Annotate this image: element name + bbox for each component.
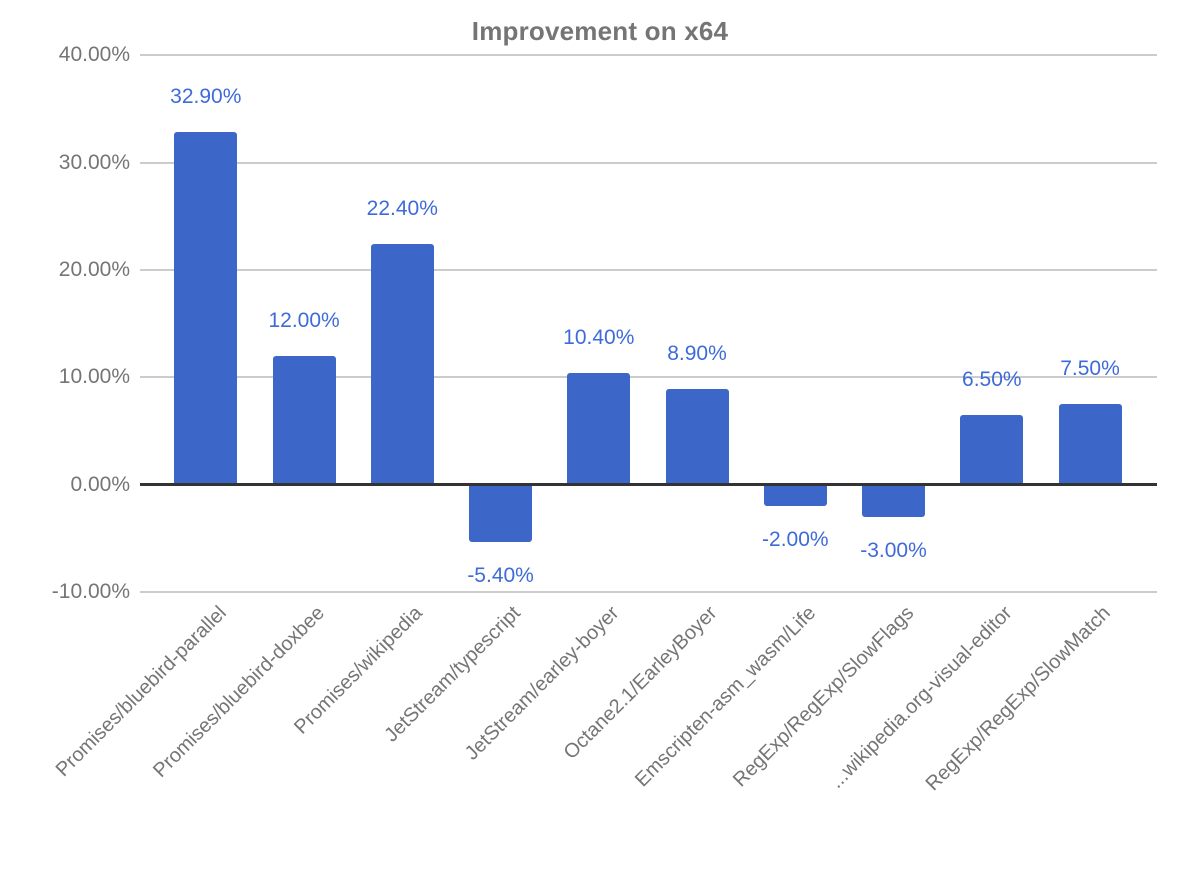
bar-value-label: 7.50% [1060,357,1120,380]
bar [567,372,631,485]
y-axis-tick-label: 0.00% [70,472,130,496]
gridline [140,376,1157,379]
x-axis-category-label-text: Emscripten-asm_wasm/Life [630,602,820,792]
x-axis-category-label-text: RegExp/RegExp/SlowMatch [921,602,1115,796]
gridline [140,269,1157,271]
y-axis-tick-label: -10.00% [51,579,130,603]
bar [272,355,336,485]
y-axis-tick-label: 20.00% [58,258,130,281]
bar-value-label: 6.50% [962,367,1022,391]
x-axis-category-label-text: ...wikipedia.org-visual-editor [825,602,1017,793]
bar-value-label: -2.00% [762,528,829,551]
bar-value-label: 10.40% [563,325,635,349]
chart-title: Improvement on x64 [471,16,729,46]
bar [174,131,238,485]
y-axis-tick-label: 30.00% [58,150,130,174]
bar-value-label: -5.40% [467,564,534,588]
gridline [140,590,1157,593]
bar [665,389,729,485]
bar-value-label: 22.40% [366,197,438,221]
x-axis-category-label-text: Promises/bluebird-parallel [51,602,231,782]
x-axis-category-label-text: Promises/bluebird-doxbee [148,602,329,782]
y-axis-tick-label: 40.00% [58,43,130,67]
bar-value-label: 32.90% [170,84,242,108]
bar-value-label: -3.00% [860,538,927,562]
bar [469,484,533,543]
bar [862,484,925,517]
zero-baseline [140,483,1157,486]
bar [370,244,434,485]
y-axis-tick-label: 10.00% [58,365,130,389]
bar [960,414,1024,485]
bar [1058,404,1122,485]
bar [763,484,827,506]
bar-value-label: 8.90% [667,342,727,365]
gridline [140,161,1157,164]
x-axis-category-label-text: RegExp/RegExp/SlowFlags [728,602,919,792]
bar-value-label: 12.00% [268,308,340,332]
gridline [140,54,1157,57]
